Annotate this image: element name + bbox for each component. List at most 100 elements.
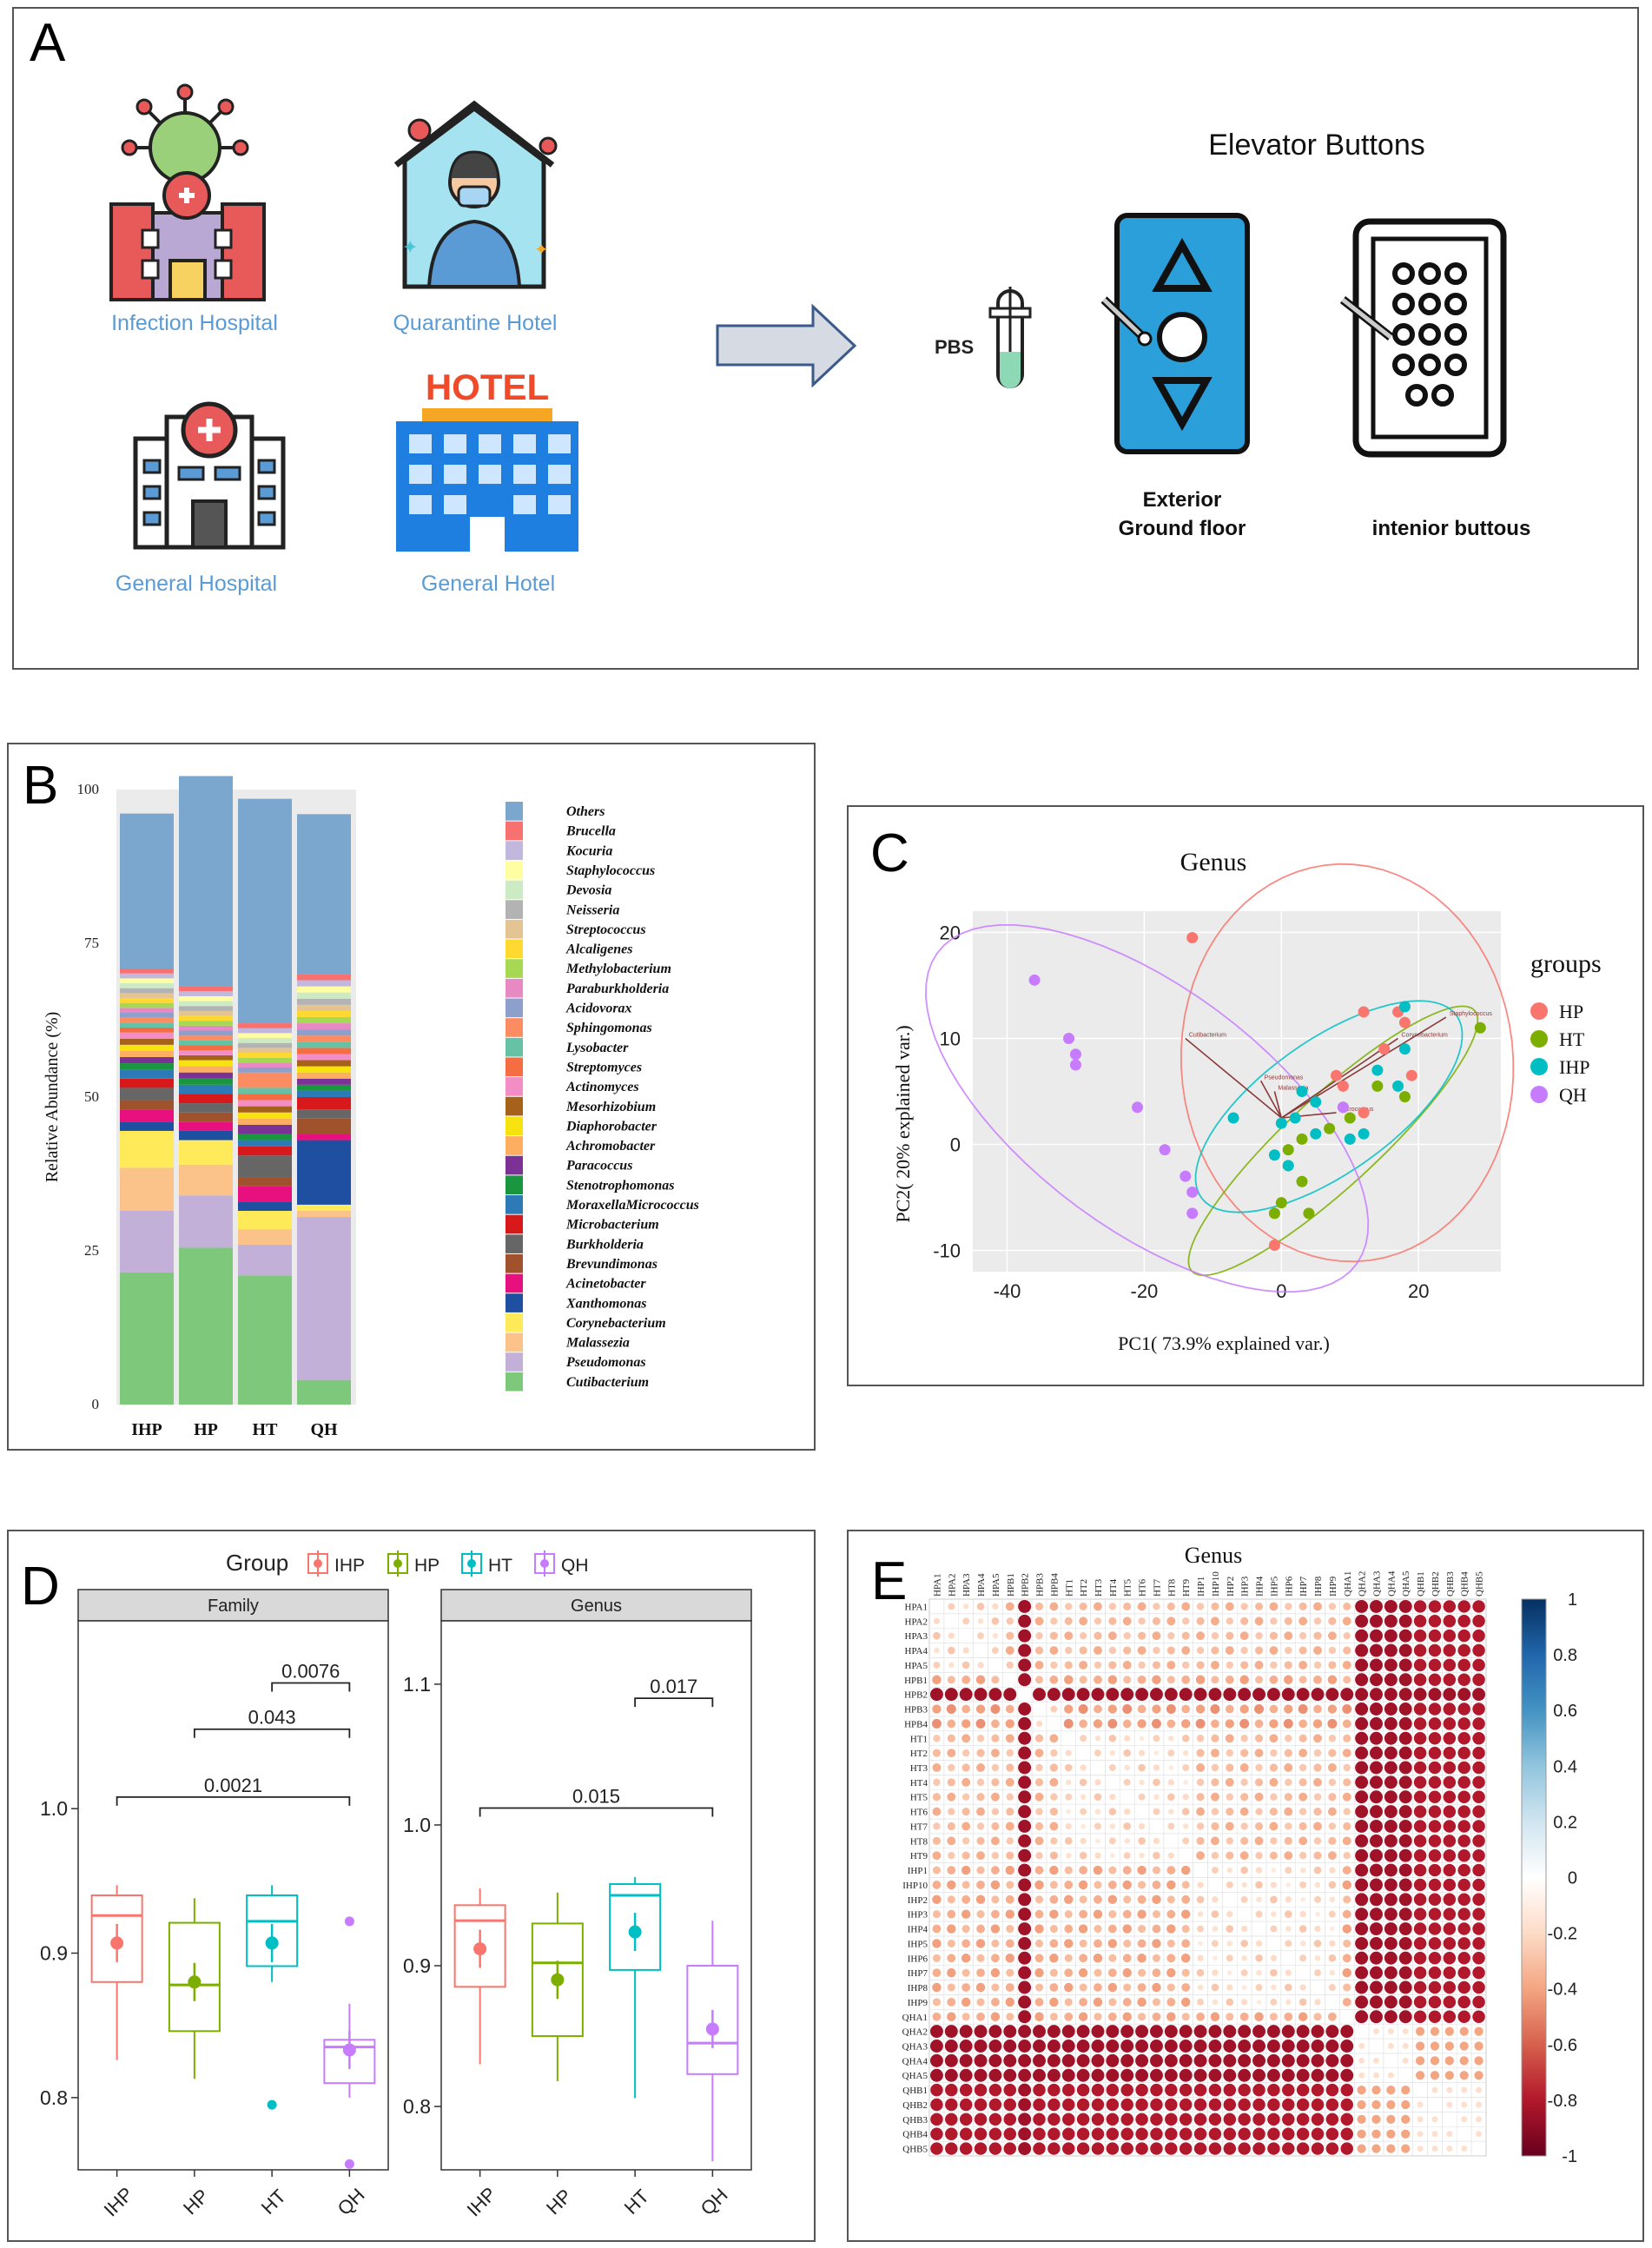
correlation-dot [1255, 1954, 1263, 1962]
correlation-dot [1208, 2053, 1222, 2067]
correlation-dot [1197, 1984, 1204, 1991]
point-ihp [1358, 1127, 1370, 1140]
legend-label-qh: QH [1559, 1084, 1587, 1106]
correlation-dot [1050, 1617, 1058, 1625]
correlation-dot [1415, 2071, 1425, 2080]
correlation-dot [1252, 2098, 1265, 2112]
correlation-dot [1076, 2142, 1090, 2155]
correlation-dot [1298, 1778, 1307, 1787]
legend-label-lysobacter: Lysobacter [565, 1041, 629, 1055]
correlation-dot [1181, 1719, 1191, 1729]
mean-point [473, 1942, 487, 1956]
correlation-dot [1153, 1778, 1160, 1787]
column-label: HT6 [1138, 1578, 1148, 1597]
correlation-dot [1443, 1863, 1457, 1877]
xtick-label: HP [542, 2185, 576, 2218]
correlation-dot [1327, 1718, 1338, 1729]
correlation-dot [991, 1763, 1000, 1772]
point-hp [1398, 1016, 1411, 1028]
correlation-dot [961, 1954, 971, 1963]
significance-bracket [193, 1728, 351, 1738]
correlation-dot [1166, 1676, 1175, 1684]
correlation-dot [1211, 1676, 1219, 1684]
correlation-dot [1476, 2131, 1483, 2138]
panel-b-ylabel: Relative Abundance (%) [43, 1012, 62, 1183]
correlation-dot [1094, 1924, 1102, 1934]
correlation-dot [1005, 1894, 1014, 1904]
correlation-dot [1153, 1750, 1160, 1755]
correlation-dot [1398, 1819, 1412, 1833]
correlation-dot [1327, 1675, 1338, 1684]
correlation-dot [1340, 2098, 1353, 2112]
svg-text:✦: ✦ [534, 241, 549, 260]
correlation-dot [1196, 1603, 1205, 1610]
correlation-dot [930, 2112, 943, 2126]
correlation-dot [1417, 2146, 1424, 2152]
correlation-dot [1197, 1925, 1205, 1933]
correlation-dot [1457, 2010, 1470, 2023]
correlation-dot [1340, 2053, 1354, 2067]
correlation-dot [1123, 1749, 1132, 1757]
correlation-dot [1226, 1837, 1234, 1845]
correlation-dot [1457, 1863, 1470, 1877]
correlation-dot [1311, 2127, 1325, 2140]
correlation-dot [1050, 1793, 1058, 1801]
correlation-dot [947, 1836, 956, 1846]
bar-segment-streptococcus [179, 1010, 233, 1016]
correlation-dot [1181, 1983, 1191, 1992]
correlation-dot [1164, 2068, 1178, 2082]
correlation-dot [1443, 1952, 1457, 1965]
correlation-dot [988, 2025, 1002, 2039]
bar-segment-burkholderia [238, 1155, 292, 1178]
correlation-dot [1313, 1631, 1322, 1640]
loading-arrow-label: Malassezia [1278, 1086, 1308, 1092]
correlation-dot [1079, 1851, 1087, 1860]
correlation-dot [1210, 2012, 1220, 2021]
bar-segment-staphylococcus [238, 1033, 292, 1039]
correlation-dot [1284, 1631, 1293, 1641]
correlation-dot [1342, 1924, 1351, 1934]
correlation-dot [1064, 1704, 1074, 1714]
correlation-dot [1034, 2012, 1044, 2021]
correlation-dot [1370, 1731, 1383, 1745]
correlation-dot [1328, 1735, 1337, 1742]
facet-strip [440, 1589, 752, 1622]
correlation-dot [1472, 1922, 1485, 1935]
xtick-label: QH [334, 2184, 369, 2219]
bar-segment-corynebacterium [297, 1204, 351, 1211]
correlation-dot [1166, 1924, 1176, 1934]
correlation-dot [1107, 1704, 1118, 1714]
correlation-dot [947, 1880, 956, 1890]
correlation-dot [1018, 1863, 1032, 1877]
correlation-dot [1267, 2112, 1280, 2126]
panel-e: Genus HPA1 HPA1 HPA2 HPA2 HPA3 HPA3 HPA4 HPA4 HP… [847, 1530, 1644, 2242]
correlation-dot [1226, 1925, 1234, 1933]
correlation-dot [1476, 2116, 1483, 2123]
correlation-dot [947, 1909, 956, 1919]
correlation-dot [1328, 1661, 1337, 1669]
correlation-dot [1472, 2010, 1485, 2023]
row-label: HPB3 [904, 1705, 928, 1716]
correlation-dot [1342, 1719, 1351, 1729]
correlation-dot [1049, 1939, 1059, 1948]
correlation-dot [1459, 2027, 1469, 2036]
correlation-dot [1078, 2012, 1088, 2021]
correlation-dot [1211, 1822, 1219, 1831]
correlation-dot [1282, 2142, 1295, 2155]
bar-segment-neisseria [120, 988, 174, 994]
correlation-dot [1226, 1867, 1233, 1874]
correlation-dot [1355, 2010, 1369, 2024]
bar-segment-others [120, 813, 174, 969]
correlation-dot [1284, 1749, 1292, 1757]
correlation-dot [1256, 2000, 1262, 2005]
correlation-dot [1065, 1793, 1073, 1801]
colorbar [1521, 1598, 1547, 2157]
correlation-dot [1254, 1676, 1264, 1684]
panel-e-correlation-heatmap: Genus HPA1HPA1HPA2HPA2HPA3HPA3HPA4HPA4HP… [902, 1543, 1577, 2166]
column-label: QHB5 [1475, 1571, 1485, 1597]
correlation-dot [1120, 2040, 1134, 2053]
correlation-dot [1444, 2056, 1454, 2066]
correlation-dot [1181, 1631, 1190, 1640]
correlation-dot [1413, 1848, 1427, 1862]
correlation-dot [1342, 1617, 1351, 1626]
